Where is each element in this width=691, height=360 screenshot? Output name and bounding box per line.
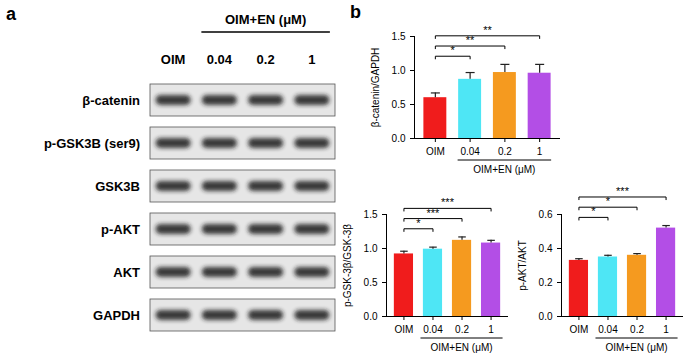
svg-text:p-GSK-3β/GSK-3β: p-GSK-3β/GSK-3β (342, 224, 353, 307)
svg-text:0.4: 0.4 (539, 243, 553, 254)
svg-text:*: * (591, 205, 596, 217)
svg-text:GAPDH: GAPDH (93, 308, 140, 323)
svg-text:0.2: 0.2 (257, 52, 275, 67)
svg-text:0.2: 0.2 (498, 146, 512, 157)
svg-text:OIM+EN (μM): OIM+EN (μM) (430, 342, 492, 353)
svg-text:p-AKT: p-AKT (101, 222, 140, 237)
svg-text:1: 1 (308, 52, 315, 67)
svg-text:OIM: OIM (394, 324, 413, 335)
svg-text:0.2: 0.2 (539, 277, 553, 288)
svg-text:*: * (416, 217, 421, 229)
svg-text:**: ** (466, 34, 475, 46)
svg-text:1: 1 (488, 324, 494, 335)
svg-text:OIM: OIM (569, 324, 588, 335)
svg-text:***: *** (616, 185, 630, 197)
svg-text:0.0: 0.0 (392, 133, 406, 144)
svg-text:0.04: 0.04 (460, 146, 480, 157)
svg-text:OIM: OIM (161, 52, 186, 67)
svg-text:1.0: 1.0 (392, 65, 406, 76)
svg-text:0.2: 0.2 (455, 324, 469, 335)
svg-text:1.5: 1.5 (364, 209, 378, 220)
html-text:b: b (350, 2, 361, 22)
svg-text:0.0: 0.0 (539, 311, 553, 322)
svg-text:p-AKT/AKT: p-AKT/AKT (517, 240, 528, 291)
svg-text:GSK3B: GSK3B (95, 179, 140, 194)
svg-text:0.04: 0.04 (423, 324, 443, 335)
svg-text:1.5: 1.5 (392, 31, 406, 42)
svg-text:OIM+EN (μM): OIM+EN (μM) (605, 342, 667, 353)
svg-text:*: * (606, 195, 611, 207)
svg-text:0.5: 0.5 (364, 277, 378, 288)
svg-text:p-GSK3B (ser9): p-GSK3B (ser9) (44, 136, 140, 151)
svg-text:0.04: 0.04 (207, 52, 233, 67)
svg-text:0.04: 0.04 (598, 324, 618, 335)
svg-text:β-catenin: β-catenin (82, 93, 140, 108)
svg-text:***: *** (427, 207, 441, 219)
svg-text:OIM+EN (μM): OIM+EN (μM) (473, 164, 535, 175)
svg-text:0.5: 0.5 (392, 99, 406, 110)
svg-text:a: a (6, 4, 17, 24)
svg-text:0.2: 0.2 (630, 324, 644, 335)
svg-text:***: *** (441, 196, 455, 208)
svg-text:1: 1 (537, 146, 543, 157)
svg-text:1: 1 (663, 324, 669, 335)
svg-text:0.0: 0.0 (364, 311, 378, 322)
svg-text:β-catenin/GAPDH: β-catenin/GAPDH (370, 48, 381, 128)
svg-text:OIM: OIM (426, 146, 445, 157)
svg-text:OIM+EN (μM): OIM+EN (μM) (225, 12, 306, 27)
svg-text:*: * (451, 44, 456, 56)
svg-text:0.6: 0.6 (539, 209, 553, 220)
svg-text:AKT: AKT (113, 265, 140, 280)
svg-text:1.0: 1.0 (364, 243, 378, 254)
svg-text:**: ** (483, 24, 492, 36)
